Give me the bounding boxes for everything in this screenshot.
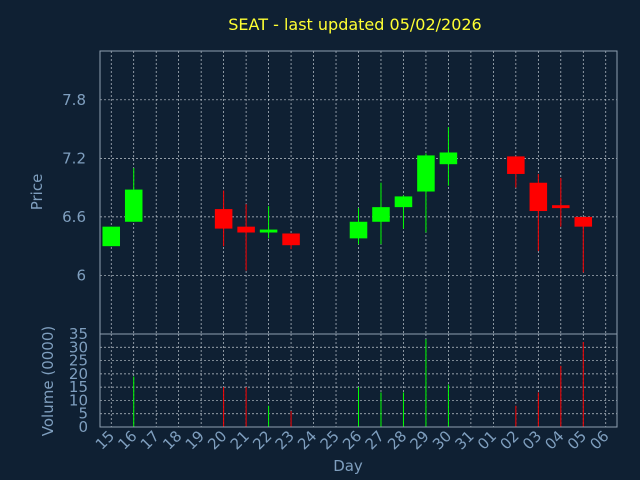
candle-body xyxy=(282,233,300,246)
candle-body xyxy=(574,216,593,227)
price-y-tick-label: 7.8 xyxy=(62,91,86,109)
volume-plot-frame xyxy=(99,333,618,428)
price-y-ticks: 6 6.6 7.2 7.8 xyxy=(62,91,86,285)
candle-body xyxy=(417,155,435,192)
candle-body xyxy=(529,182,548,212)
volume-y-tick-label: 5 xyxy=(78,405,88,423)
candles xyxy=(102,127,593,273)
volume-y-tick-label: 30 xyxy=(69,338,88,356)
candle-body xyxy=(552,205,570,209)
price-panel: 6 6.6 7.2 7.8 Price xyxy=(28,50,618,335)
candle-body xyxy=(237,226,255,233)
volume-axis-label: Volume (0000) xyxy=(39,326,57,436)
chart-title: SEAT - last updated 05/02/2026 xyxy=(228,15,481,34)
volume-y-tick-label: 25 xyxy=(69,352,88,370)
candle-body xyxy=(124,189,143,222)
price-y-tick-label: 6 xyxy=(76,266,86,284)
candle-body xyxy=(394,196,413,208)
x-axis-label: Day xyxy=(333,457,363,475)
candle-body xyxy=(102,226,121,247)
x-axis-ticks: 1516171819202122232425262728293031010203… xyxy=(92,427,613,453)
volume-y-tick-label: 10 xyxy=(69,391,88,409)
x-tick-label: 06 xyxy=(586,427,612,453)
candle-body xyxy=(259,229,278,233)
price-y-tick-label: 7.2 xyxy=(62,149,86,167)
volume-y-tick-label: 35 xyxy=(69,325,88,343)
candle-body xyxy=(349,221,368,239)
volume-y-tick-label: 20 xyxy=(69,365,88,383)
candle-body xyxy=(372,207,390,222)
candle-body xyxy=(214,209,233,229)
price-axis-label: Price xyxy=(28,174,46,211)
price-y-tick-label: 6.6 xyxy=(62,208,86,226)
volume-y-tick-label: 15 xyxy=(69,378,88,396)
candle-body xyxy=(439,152,458,165)
candle-body xyxy=(507,156,525,174)
volume-bars xyxy=(133,339,584,427)
volume-y-tick-label: 0 xyxy=(78,418,88,436)
